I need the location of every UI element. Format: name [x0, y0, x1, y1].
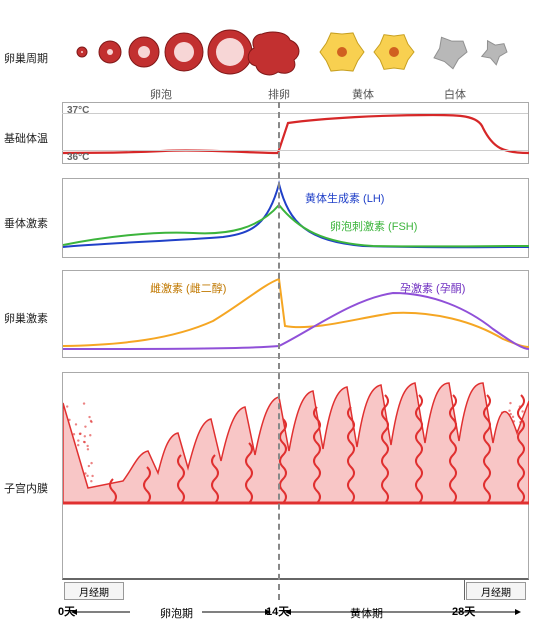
- menses-box-right: 月经期: [466, 582, 526, 600]
- temp-line-low: [62, 150, 528, 151]
- bbt-chart: [63, 103, 529, 163]
- menses-box-left: 月经期: [64, 582, 124, 600]
- label-pituitary: 垂体激素: [4, 215, 60, 231]
- label-bbt: 基础体温: [4, 130, 60, 146]
- pituitary-chart: [63, 179, 529, 257]
- bbt-frame: [62, 102, 529, 164]
- ovarian-cycle-svg: [62, 22, 528, 82]
- stage-albicans: 白体: [444, 86, 466, 102]
- stage-luteum: 黄体: [352, 86, 374, 102]
- temp-line-high: [62, 113, 528, 114]
- stage-ovulation: 排卵: [268, 86, 290, 102]
- endo-chart: [63, 373, 529, 579]
- temp-low: 36°C: [67, 152, 89, 163]
- label-endometrium: 子宫内膜: [4, 480, 60, 496]
- phase-arrows: [62, 600, 528, 620]
- fsh-label: 卵泡刺激素 (FSH): [330, 218, 417, 234]
- stage-follicle: 卵泡: [150, 86, 172, 102]
- endo-frame: [62, 372, 529, 580]
- lh-label: 黄体生成素 (LH): [305, 190, 384, 206]
- temp-high: 37°C: [67, 105, 89, 116]
- label-ovarian-cycle: 卵巢周期: [4, 50, 60, 66]
- pituitary-frame: [62, 178, 529, 258]
- day14-dash: [278, 102, 280, 600]
- day28-tick: [464, 580, 465, 600]
- progesterone-label: 孕激素 (孕酮): [400, 280, 465, 296]
- estrogen-label: 雌激素 (雌二醇): [150, 280, 226, 296]
- label-ovarian-h: 卵巢激素: [4, 310, 60, 326]
